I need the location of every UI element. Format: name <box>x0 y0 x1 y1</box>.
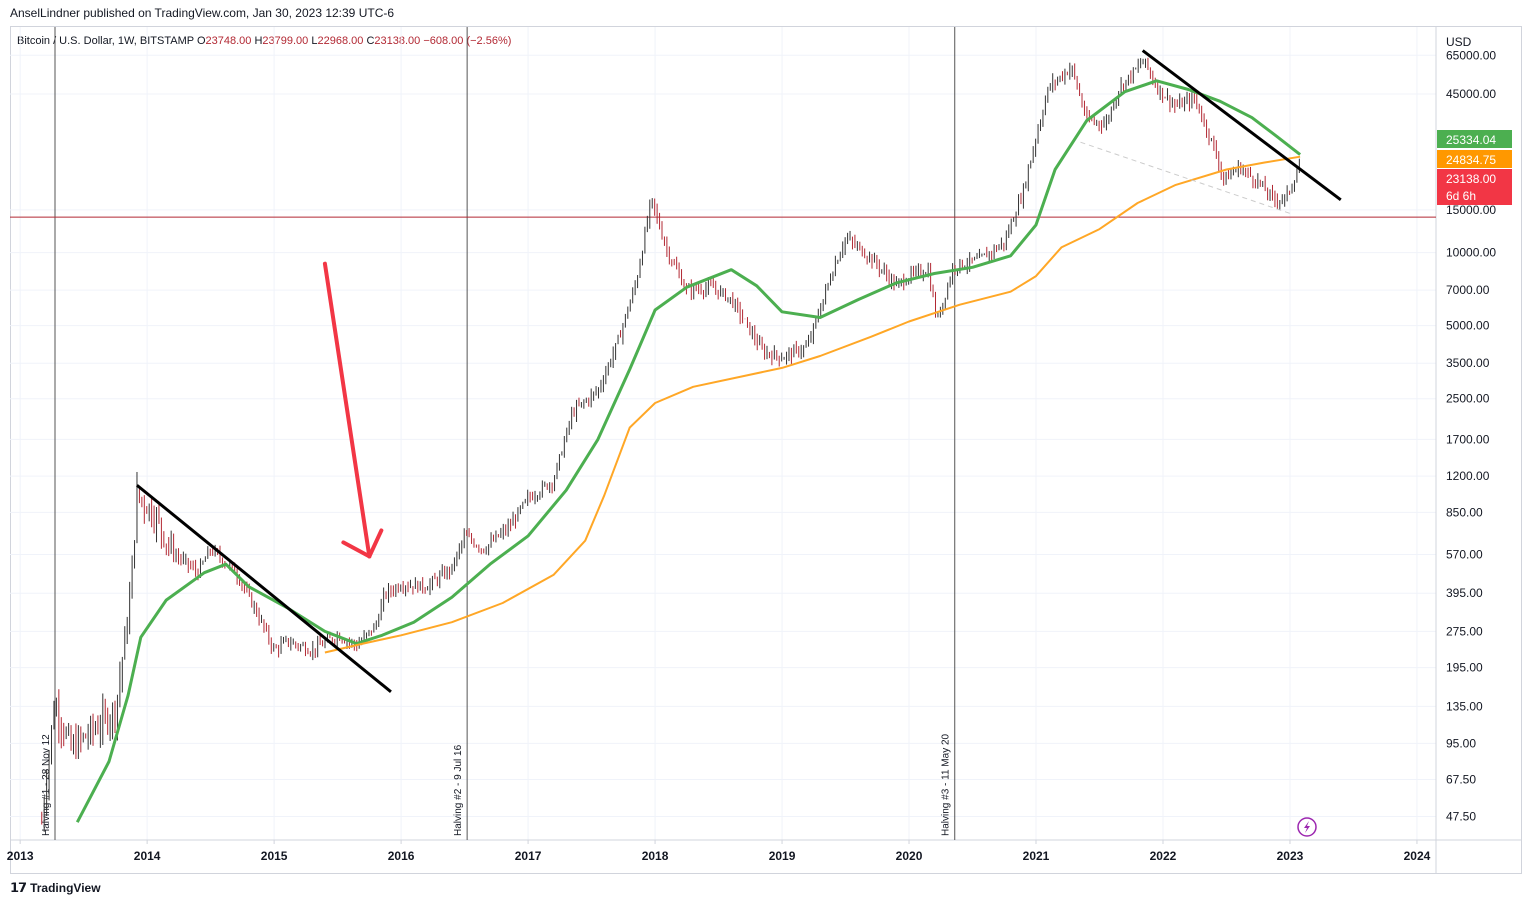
tradingview-logo-icon: 𝟭𝟳 <box>10 880 27 895</box>
time-tick-label: 2015 <box>261 849 288 863</box>
price-tick-label: 65000.00 <box>1446 48 1496 62</box>
price-tick-label: 1700.00 <box>1446 432 1490 446</box>
price-tick-label: 570.00 <box>1446 548 1483 562</box>
red-arrow-head <box>341 528 384 559</box>
price-badge-countdown: 6d 6h <box>1446 189 1476 203</box>
price-tick-label: 395.00 <box>1446 586 1483 600</box>
time-tick-label: 2021 <box>1023 849 1050 863</box>
price-badge-value: 25334.04 <box>1446 133 1496 147</box>
price-badge-value: 23138.00 <box>1446 172 1496 186</box>
symbol-label[interactable]: Bitcoin / U.S. Dollar, 1W, BITSTAMP <box>17 35 194 47</box>
time-tick-label: 2019 <box>769 849 796 863</box>
price-tick-label: 850.00 <box>1446 505 1483 519</box>
trendline-1 <box>136 484 392 693</box>
brand-label: TradingView <box>30 881 101 895</box>
candles <box>41 57 1300 832</box>
price-tick-label: 7000.00 <box>1446 283 1490 297</box>
gridlines <box>10 27 1436 840</box>
time-tick-label: 2018 <box>642 849 669 863</box>
open-value: 23748.00 <box>205 35 252 47</box>
time-tick-label: 2023 <box>1277 849 1304 863</box>
high-label: H <box>254 35 263 47</box>
time-tick-label: 2014 <box>134 849 161 863</box>
halving-label: Halving #2 - 9 Jul 16 <box>453 744 464 836</box>
published-header: AnselLindner published on TradingView.co… <box>10 6 395 20</box>
price-tick-label: 67.50 <box>1446 772 1476 786</box>
dashed-trendline <box>1080 141 1291 214</box>
price-tick-label: 1200.00 <box>1446 469 1490 483</box>
time-tick-label: 2013 <box>7 849 34 863</box>
halving-label: Halving #3 - 11 May 20 <box>941 733 952 836</box>
time-tick-label: 2017 <box>515 849 542 863</box>
price-tick-label: 135.00 <box>1446 699 1483 713</box>
open-label: O <box>196 35 206 47</box>
price-badge <box>1437 169 1512 205</box>
price-tick-label: 15000.00 <box>1446 203 1496 217</box>
price-tick-label: 5000.00 <box>1446 319 1490 333</box>
time-tick-label: 2020 <box>896 849 923 863</box>
price-tick-label: 47.50 <box>1446 809 1476 823</box>
time-tick-label: 2024 <box>1404 849 1431 863</box>
ma-green-line <box>75 79 1302 823</box>
currency-label: USD <box>1446 35 1472 49</box>
time-tick-label: 2022 <box>1150 849 1177 863</box>
time-tick-label: 2016 <box>388 849 415 863</box>
chart-frame[interactable] <box>10 26 1522 874</box>
price-tick-label: 2500.00 <box>1446 392 1490 406</box>
price-badge-value: 24834.75 <box>1446 153 1496 167</box>
price-tick-label: 45000.00 <box>1446 87 1496 101</box>
low-value: 22968.00 <box>317 35 364 47</box>
red-arrow-shaft <box>322 261 372 559</box>
price-tick-label: 3500.00 <box>1446 356 1490 370</box>
low-label: L <box>311 35 318 47</box>
lightning-icon <box>1297 817 1317 837</box>
price-tick-label: 195.00 <box>1446 661 1483 675</box>
price-tick-label: 10000.00 <box>1446 246 1496 260</box>
ma-orange-line <box>324 155 1301 654</box>
price-badge <box>1437 150 1512 168</box>
price-tick-label: 95.00 <box>1446 736 1476 750</box>
close-value: 23138.00 <box>374 35 421 47</box>
footer-brand[interactable]: 𝟭𝟳 TradingView <box>10 880 101 896</box>
price-badge <box>1437 130 1512 148</box>
price-tick-label: 275.00 <box>1446 624 1483 638</box>
trendline-2 <box>1141 49 1342 201</box>
close-label: C <box>366 35 375 47</box>
lightning-bolt <box>1304 821 1310 833</box>
